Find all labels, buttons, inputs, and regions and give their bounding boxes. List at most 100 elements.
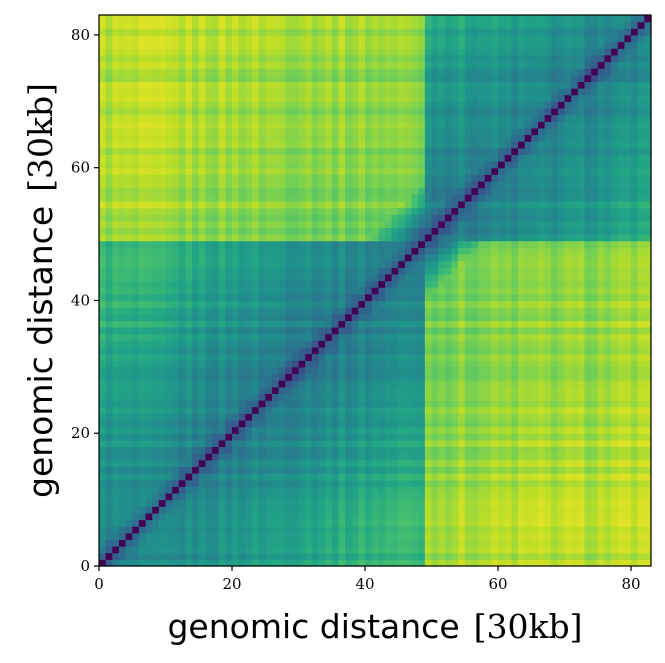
heatmap-cell bbox=[298, 333, 306, 341]
heatmap-cell bbox=[458, 134, 466, 142]
heatmap-cell bbox=[258, 373, 266, 381]
heatmap-cell bbox=[192, 366, 200, 375]
heatmap-cell bbox=[338, 486, 346, 494]
heatmap-cell bbox=[451, 54, 459, 63]
heatmap-cell bbox=[198, 466, 207, 474]
heatmap-cell bbox=[378, 479, 386, 487]
heatmap-cell bbox=[245, 240, 253, 248]
heatmap-cell bbox=[291, 552, 300, 560]
heatmap-cell bbox=[418, 506, 426, 514]
heatmap-cell bbox=[258, 366, 266, 375]
heatmap-cell bbox=[384, 320, 393, 328]
heatmap-cell bbox=[232, 247, 240, 255]
heatmap-cell bbox=[165, 499, 173, 507]
heatmap-cell bbox=[112, 114, 120, 122]
heatmap-cell bbox=[371, 200, 379, 209]
heatmap-cell bbox=[471, 446, 479, 454]
heatmap-cell bbox=[311, 15, 320, 23]
heatmap-cell bbox=[258, 293, 266, 302]
heatmap-cell bbox=[185, 161, 193, 169]
heatmap-cell bbox=[271, 34, 280, 43]
heatmap-cell bbox=[478, 287, 486, 295]
heatmap-cell bbox=[238, 200, 246, 209]
heatmap-cell bbox=[285, 214, 293, 222]
heatmap-cell bbox=[218, 459, 226, 468]
heatmap-cell bbox=[345, 413, 353, 421]
heatmap-cell bbox=[218, 121, 226, 129]
heatmap-cell bbox=[205, 194, 213, 202]
heatmap-cell bbox=[431, 81, 439, 89]
heatmap-cell bbox=[338, 81, 346, 89]
heatmap-cell bbox=[351, 280, 359, 288]
heatmap-cell bbox=[325, 94, 333, 102]
heatmap-cell bbox=[431, 559, 439, 567]
heatmap-cell bbox=[478, 15, 486, 23]
heatmap-cell bbox=[478, 380, 486, 388]
heatmap-cell bbox=[311, 127, 320, 136]
heatmap-cell bbox=[298, 61, 306, 69]
heatmap-cell bbox=[212, 28, 220, 36]
heatmap-cell bbox=[192, 200, 200, 209]
heatmap-cell bbox=[158, 519, 167, 527]
heatmap-cell bbox=[345, 107, 353, 116]
heatmap-cell bbox=[298, 207, 306, 215]
heatmap-cell bbox=[298, 340, 306, 348]
heatmap-cell bbox=[451, 234, 459, 242]
heatmap-cell bbox=[458, 466, 466, 474]
heatmap-cell bbox=[185, 386, 193, 394]
heatmap-cell bbox=[251, 366, 260, 375]
heatmap-cell bbox=[351, 240, 359, 248]
heatmap-cell bbox=[251, 240, 260, 248]
heatmap-cell bbox=[138, 419, 147, 428]
heatmap-cell bbox=[291, 546, 300, 554]
heatmap-cell bbox=[258, 499, 266, 507]
heatmap-cell bbox=[384, 48, 393, 56]
heatmap-cell bbox=[118, 280, 127, 288]
heatmap-cell bbox=[431, 54, 439, 63]
heatmap-cell bbox=[225, 194, 233, 202]
heatmap-cell bbox=[165, 386, 173, 394]
heatmap-cell bbox=[351, 360, 359, 368]
heatmap-cell bbox=[158, 546, 167, 554]
heatmap-cell bbox=[285, 433, 293, 441]
heatmap-cell bbox=[258, 492, 266, 501]
heatmap-cell bbox=[125, 499, 133, 507]
heatmap-cell bbox=[132, 307, 140, 315]
heatmap-cell bbox=[265, 393, 273, 401]
heatmap-cell bbox=[318, 519, 326, 527]
heatmap-cell bbox=[391, 280, 399, 288]
heatmap-cell bbox=[305, 453, 313, 461]
heatmap-cell bbox=[298, 466, 306, 474]
heatmap-cell bbox=[132, 419, 140, 428]
heatmap-cell bbox=[238, 227, 246, 235]
heatmap-cell bbox=[291, 15, 300, 23]
heatmap-cell bbox=[232, 167, 240, 175]
heatmap-cell bbox=[331, 167, 340, 175]
heatmap-cell bbox=[205, 506, 213, 514]
heatmap-cell bbox=[172, 187, 180, 195]
heatmap-cell bbox=[478, 61, 486, 69]
heatmap-cell bbox=[258, 21, 266, 29]
heatmap-cell bbox=[431, 360, 439, 368]
heatmap-cell bbox=[444, 353, 453, 361]
heatmap-cell bbox=[424, 486, 433, 494]
heatmap-cell bbox=[338, 28, 346, 36]
heatmap-cell bbox=[291, 141, 300, 149]
heatmap-cell bbox=[365, 473, 373, 481]
heatmap-cell bbox=[125, 426, 133, 434]
heatmap-cell bbox=[391, 459, 399, 468]
heatmap-cell bbox=[325, 54, 333, 63]
heatmap-cell bbox=[245, 499, 253, 507]
heatmap-cell bbox=[132, 413, 140, 421]
heatmap-cell bbox=[478, 353, 486, 361]
heatmap-cell bbox=[218, 373, 226, 381]
heatmap-cell bbox=[458, 552, 466, 560]
heatmap-cell bbox=[358, 54, 366, 63]
heatmap-cell bbox=[351, 167, 359, 175]
heatmap-cell bbox=[371, 327, 379, 335]
heatmap-cell bbox=[291, 220, 300, 229]
heatmap-cell bbox=[384, 419, 393, 428]
heatmap-cell bbox=[232, 15, 240, 23]
heatmap-cell bbox=[365, 34, 373, 43]
heatmap-cell bbox=[384, 532, 393, 541]
